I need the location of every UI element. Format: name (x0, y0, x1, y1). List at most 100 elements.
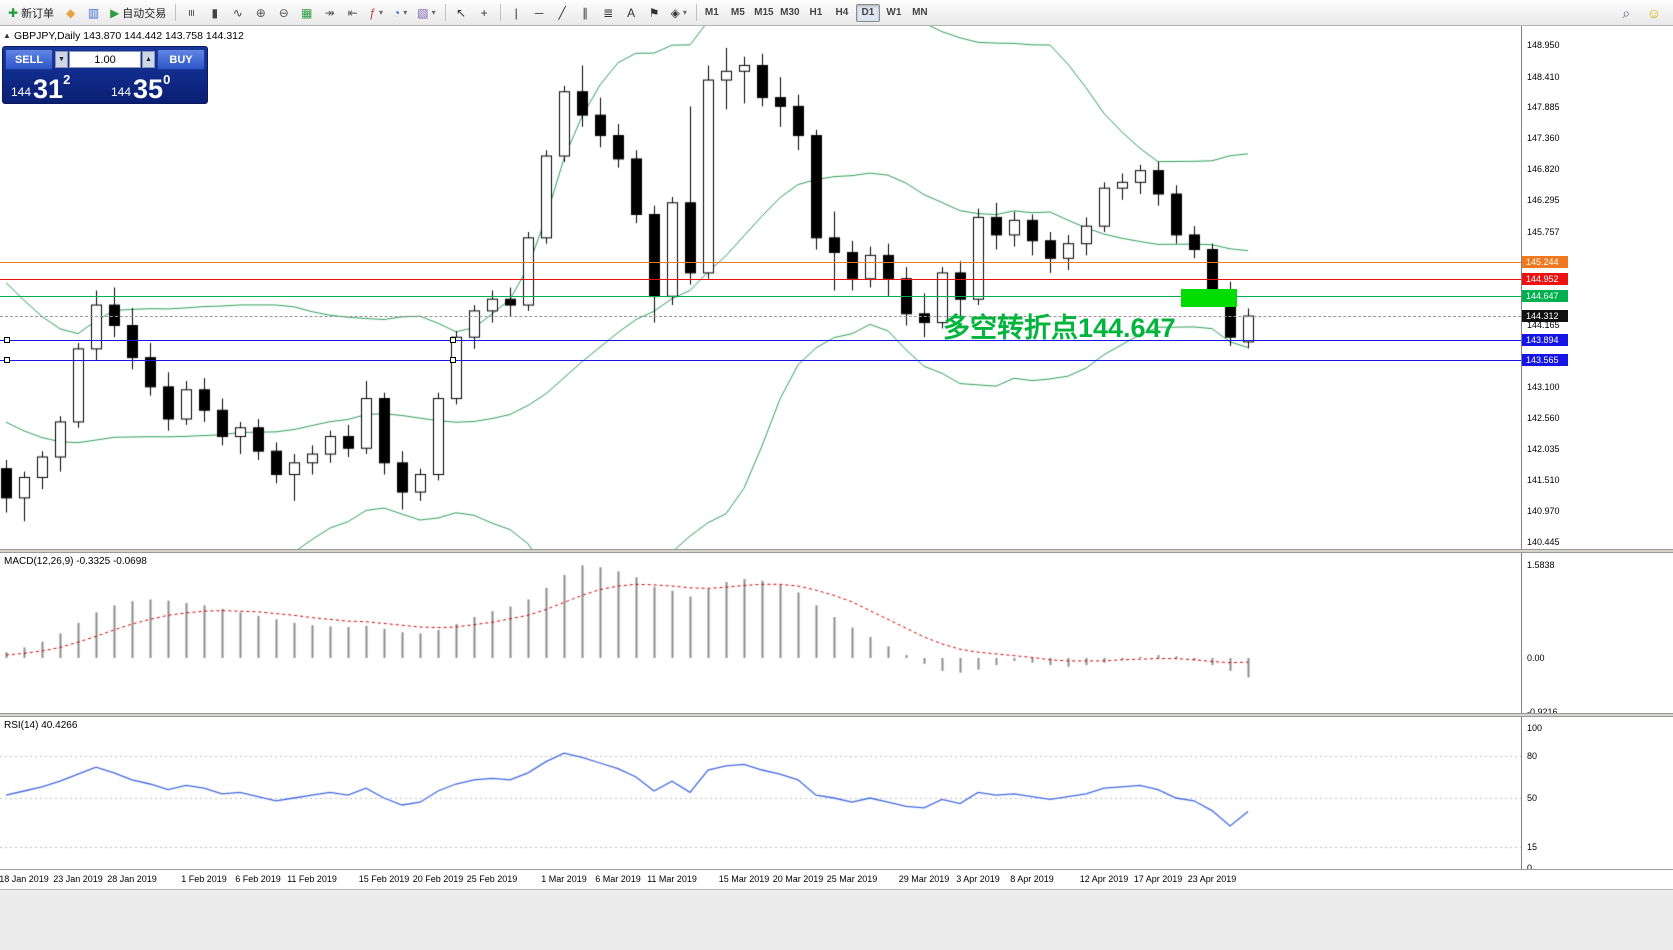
rsi-axis-label: 100 (1527, 723, 1543, 733)
line-handle[interactable] (4, 337, 10, 344)
autotrading-icon: ▶ (110, 5, 120, 20)
vertical-line-button[interactable]: | (506, 3, 527, 23)
axis-border (1521, 26, 1522, 869)
time-axis-label: 11 Feb 2019 (287, 874, 337, 884)
label-button[interactable]: ⚑ (644, 3, 665, 23)
timeframe-buttons: M1 M5 M15 M30 H1 H4 D1 W1 MN (700, 3, 932, 22)
toolbar-buttons: ✚ 新订单 ◆ ▥ ▶ 自动交易 ≡ ▮ ∿ ⊕ ⊖ ▦ ↠ ⇤ ƒ ▾ ◔ ▾ ▧ ▾ ↖ + | ─ ╱ ∥ ≣ A ⚑ ◈ ▾ (4, 3, 700, 23)
tf-button-h4[interactable]: H4 (835, 7, 849, 18)
fibonacci-button[interactable]: ≣ (598, 3, 619, 23)
zoom-in-button[interactable]: ⊕ (250, 3, 271, 23)
charts-window-icon: ◆ (65, 5, 76, 20)
candlestick-chart-button[interactable]: ▮ (204, 3, 225, 23)
bid-price-display[interactable]: 144 31 2 (5, 71, 105, 103)
price-tag: 143.565 (1522, 353, 1568, 366)
horizontal-line-button[interactable]: ─ (529, 3, 550, 23)
rsi-axis-label: 80 (1527, 751, 1538, 761)
time-axis-label: 15 Mar 2019 (718, 874, 770, 884)
chart-objects-overlay (0, 26, 1521, 549)
crosshair-button[interactable]: + (474, 3, 495, 23)
time-axis-label: 11 Mar 2019 (647, 874, 697, 884)
time-axis-label: 25 Feb 2019 (466, 874, 518, 884)
shapes-button[interactable]: ◈ ▾ (667, 3, 691, 23)
autotrading-button[interactable]: ▶ 自动交易 (106, 3, 170, 23)
macd-pane-canvas[interactable] (0, 553, 1521, 713)
profile-button[interactable]: ▥ (83, 3, 104, 23)
auto-scroll-icon: ↠ (324, 5, 335, 20)
indicators-icon: ƒ (369, 5, 376, 20)
horizontal-line[interactable] (0, 261, 1521, 263)
candlestick-chart-icon: ▮ (211, 5, 219, 20)
line-handle[interactable] (450, 337, 456, 344)
price-tag: 143.894 (1522, 334, 1568, 347)
horizontal-line[interactable] (0, 359, 1521, 361)
periods-button[interactable]: ◔ ▾ (389, 3, 411, 23)
tf-button-h1[interactable]: H1 (809, 7, 823, 18)
tf-button-mn[interactable]: MN (912, 7, 928, 18)
price-axis-label: 147.885 (1527, 102, 1560, 113)
buy-button[interactable]: BUY (157, 49, 205, 70)
quote-panel-toggle-icon[interactable]: ▲ (3, 31, 11, 40)
chart-annotation-text[interactable]: 多空转折点144.647 (943, 313, 1176, 343)
zoom-out-button[interactable]: ⊖ (273, 3, 294, 23)
tf-button-m1[interactable]: M1 (704, 7, 719, 18)
volume-decrease-button[interactable]: ▼ (55, 51, 68, 68)
line-handle[interactable] (450, 356, 456, 363)
horizontal-line[interactable] (0, 340, 1521, 342)
tf-button-m30[interactable]: M30 (780, 7, 800, 18)
dropdown-caret-icon: ▾ (403, 8, 408, 17)
trendline-button[interactable]: ╱ (552, 3, 573, 23)
tf-button-w1[interactable]: W1 (886, 7, 902, 18)
rsi-values: 40.4266 (41, 720, 78, 731)
line-chart-button[interactable]: ∿ (227, 3, 248, 23)
templates-button[interactable]: ▧ ▾ (413, 3, 439, 23)
price-axis-label: 144.165 (1527, 319, 1560, 330)
main-chart-canvas[interactable] (0, 26, 1521, 549)
highlight-rectangle[interactable] (1181, 289, 1238, 308)
dropdown-caret-icon: ▾ (431, 8, 436, 17)
bid-price-pip: 2 (63, 72, 71, 87)
time-axis[interactable]: 18 Jan 2019 23 Jan 2019 28 Jan 2019 1 Feb 2… (0, 869, 1673, 889)
chart-shift-button[interactable]: ⇤ (342, 3, 363, 23)
window-bottom-area (0, 889, 1673, 950)
volume-increase-button[interactable]: ▲ (142, 51, 155, 68)
toolbar-separator (499, 4, 501, 21)
toolbar-separator (175, 4, 177, 21)
channel-icon: ∥ (582, 5, 589, 20)
auto-scroll-button[interactable]: ↠ (319, 3, 340, 23)
fibonacci-icon: ≣ (603, 5, 614, 20)
pane-separator[interactable] (0, 713, 1673, 717)
ask-price-pip: 0 (163, 72, 171, 87)
search-button[interactable]: ⌕ (1616, 3, 1637, 23)
pane-separator[interactable] (0, 549, 1673, 553)
macd-axis-label: -0.9216 (1527, 706, 1558, 717)
price-axis-label: 148.950 (1527, 40, 1560, 50)
price-axis[interactable]: 148.950 148.410 147.885 147.360 146.820 146.2… (1522, 26, 1673, 549)
channel-button[interactable]: ∥ (575, 3, 596, 23)
sell-button[interactable]: SELL (5, 49, 53, 70)
cursor-button[interactable]: ↖ (451, 3, 472, 23)
price-axis-label: 140.970 (1527, 506, 1560, 517)
horizontal-line[interactable] (0, 296, 1521, 298)
rsi-axis[interactable]: 100 80 50 15 0 (1522, 717, 1673, 873)
text-button[interactable]: A (621, 3, 642, 23)
ask-price-display[interactable]: 144 35 0 (105, 71, 205, 103)
bar-chart-button[interactable]: ≡ (181, 3, 202, 23)
price-axis-label: 142.035 (1527, 444, 1560, 455)
new-order-button[interactable]: ✚ 新订单 (4, 3, 58, 23)
ask-price-prefix: 144 (111, 85, 132, 99)
charts-window-button[interactable]: ◆ (60, 3, 81, 23)
horizontal-line[interactable] (0, 278, 1521, 280)
line-handle[interactable] (4, 356, 10, 363)
tf-button-d1[interactable]: D1 (855, 3, 880, 22)
macd-axis[interactable]: 1.5838 0.00 -0.9216 (1522, 553, 1673, 717)
rsi-pane-canvas[interactable] (0, 717, 1521, 869)
tf-button-m5[interactable]: M5 (730, 7, 745, 18)
tf-button-m15[interactable]: M15 (754, 7, 774, 18)
price-axis-label: 147.360 (1527, 132, 1560, 143)
indicators-button[interactable]: ƒ ▾ (365, 3, 387, 23)
dropdown-caret-icon: ▾ (378, 8, 383, 17)
tile-windows-button[interactable]: ▦ (296, 3, 317, 23)
volume-input[interactable]: 1.00 (69, 51, 141, 68)
community-button[interactable]: ☺ (1643, 3, 1665, 23)
